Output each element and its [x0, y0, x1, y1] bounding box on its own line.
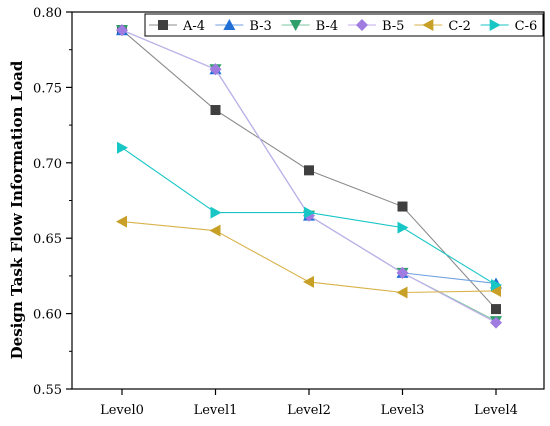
- point-C-2-Level4: [490, 284, 501, 297]
- legend-marker-C-2: [422, 19, 434, 31]
- legend-marker-A-4: [158, 20, 168, 30]
- point-C-2-Level2: [303, 275, 314, 288]
- point-C-6-Level4: [491, 278, 502, 291]
- legend-marker-B-4: [289, 20, 302, 31]
- point-B-5-Level0: [116, 24, 128, 37]
- x-tick-label: Level0: [100, 403, 144, 418]
- legend-box: [144, 13, 544, 37]
- legend-marker-B-5: [356, 19, 368, 31]
- point-B-5-Level4: [490, 316, 502, 329]
- y-axis-title: Design Task Flow Information Load: [8, 60, 26, 359]
- y-tick-label: 0.55: [33, 383, 62, 398]
- legend-label-B-3: B-3: [249, 19, 271, 34]
- legend-marker-B-3: [223, 19, 236, 30]
- point-B-5-Level1: [209, 63, 222, 76]
- series-C-2: [116, 215, 501, 299]
- y-tick-label: 0.75: [33, 81, 62, 96]
- series-line-B-3: [121, 29, 497, 284]
- point-C-6-Level0: [117, 141, 128, 154]
- point-C-6-Level3: [397, 221, 409, 234]
- point-A-4-Level2: [304, 165, 314, 176]
- plot-frame: [71, 11, 545, 390]
- point-A-4-Level4: [491, 304, 501, 315]
- legend-label-B-5: B-5: [382, 19, 404, 34]
- point-A-4-Level1: [210, 105, 221, 116]
- point-C-2-Level3: [396, 286, 408, 299]
- y-tick-label: 0.65: [33, 232, 62, 247]
- y-tick-label: 0.70: [33, 157, 62, 172]
- x-tick-label: Level4: [474, 403, 518, 418]
- series-C-6: [117, 141, 502, 291]
- y-tick-label: 0.60: [33, 308, 62, 323]
- point-C-2-Level0: [116, 215, 127, 228]
- point-A-4-Level3: [397, 201, 408, 212]
- x-tick-label: Level2: [287, 403, 331, 418]
- legend-label-C-2: C-2: [448, 19, 471, 34]
- legend-label-A-4: A-4: [182, 19, 205, 34]
- series-A-4: [117, 25, 501, 315]
- legend-marker-C-6: [489, 19, 501, 31]
- point-C-6-Level2: [304, 206, 315, 219]
- y-tick-label: 0.80: [33, 6, 62, 21]
- x-tick-label: Level3: [381, 403, 425, 418]
- point-C-2-Level1: [209, 224, 221, 237]
- legend-label-C-6: C-6: [515, 19, 538, 34]
- point-C-6-Level1: [210, 206, 222, 219]
- x-tick-label: Level1: [194, 403, 238, 418]
- legend-label-B-4: B-4: [316, 19, 338, 34]
- series-B-3: [116, 24, 502, 289]
- point-B-5-Level3: [396, 266, 409, 279]
